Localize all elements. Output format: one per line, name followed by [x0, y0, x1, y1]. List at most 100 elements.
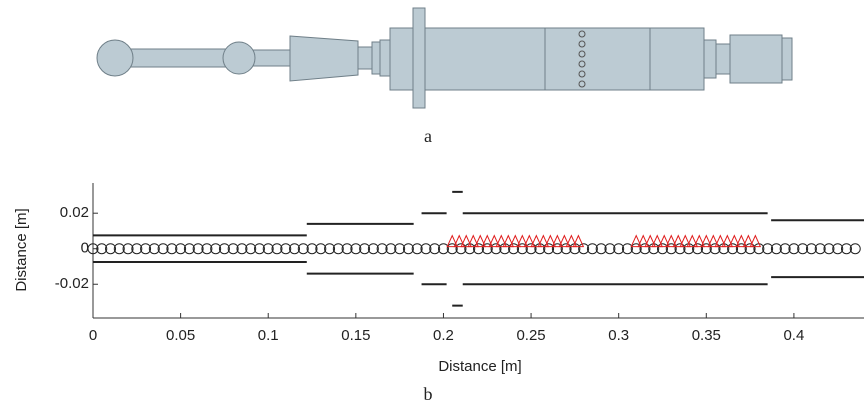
triangle-marker	[721, 234, 734, 248]
triangle-marker	[481, 234, 494, 248]
circle-marker	[490, 243, 502, 255]
circle-marker	[385, 243, 397, 255]
circle-marker	[656, 243, 668, 255]
x-tick-label: 0.25	[516, 327, 545, 344]
circle-marker	[315, 243, 327, 255]
circle-marker	[367, 243, 379, 255]
triangle-marker	[572, 234, 585, 248]
circle-marker	[805, 243, 817, 255]
circle-marker	[437, 243, 449, 255]
circle-marker	[727, 243, 739, 255]
triangle-marker	[651, 234, 664, 248]
circle-marker	[192, 243, 204, 255]
circle-marker	[324, 243, 336, 255]
circle-marker	[218, 243, 230, 255]
triangle-marker	[453, 234, 466, 248]
circle-marker	[604, 243, 616, 255]
x-tick-label: 0.3	[608, 327, 629, 344]
circle-marker	[122, 243, 134, 255]
triangle-marker	[502, 234, 515, 248]
triangle-marker	[565, 234, 578, 248]
circle-marker	[560, 243, 572, 255]
circle-marker	[376, 243, 388, 255]
circle-marker	[525, 243, 537, 255]
circle-marker	[762, 243, 774, 255]
triangle-marker	[735, 234, 748, 248]
triangle-marker	[488, 234, 501, 248]
circle-marker	[735, 243, 747, 255]
triangle-marker	[693, 234, 706, 248]
triangle-marker	[714, 234, 727, 248]
circle-marker	[289, 243, 301, 255]
triangle-marker	[679, 234, 692, 248]
triangle-marker	[728, 234, 741, 248]
triangle-marker	[537, 234, 550, 248]
y-tick-label: 0.02	[60, 204, 89, 221]
circle-marker	[692, 243, 704, 255]
circle-marker	[245, 243, 257, 255]
circle-marker	[621, 243, 633, 255]
x-tick-label: 0	[89, 327, 97, 344]
circle-marker	[709, 243, 721, 255]
circle-marker	[297, 243, 309, 255]
circle-marker	[210, 243, 222, 255]
x-tick-label: 0.15	[341, 327, 370, 344]
circle-marker	[516, 243, 528, 255]
circle-marker	[578, 243, 590, 255]
profile-line	[93, 190, 864, 237]
circle-marker	[148, 243, 160, 255]
circle-marker	[350, 243, 362, 255]
x-tick-label: 0.2	[433, 327, 454, 344]
circle-marker	[473, 243, 484, 255]
circle-marker	[113, 243, 125, 255]
circle-marker	[131, 243, 143, 255]
triangle-marker	[665, 234, 678, 248]
circle-marker	[639, 243, 651, 255]
circle-marker	[832, 243, 844, 255]
circle-marker	[402, 243, 414, 255]
triangle-marker	[509, 234, 522, 248]
circle-marker	[411, 243, 423, 255]
circle-marker	[253, 243, 265, 255]
triangle-marker	[637, 234, 649, 248]
x-tick-label: 0.05	[166, 327, 195, 344]
circle-marker	[157, 243, 169, 255]
profile-line	[93, 261, 864, 307]
caption: a	[424, 126, 432, 146]
circle-marker	[140, 243, 152, 255]
circle-marker	[508, 243, 520, 255]
x-tick-label: 0.1	[258, 327, 279, 344]
circle-marker	[280, 243, 292, 255]
caption: b	[424, 384, 433, 404]
triangle-marker	[658, 234, 671, 248]
x-tick-label: 0.4	[783, 327, 804, 344]
circle-marker	[840, 243, 852, 255]
circle-marker	[341, 243, 353, 255]
circle-marker	[166, 243, 178, 255]
triangle-marker	[474, 234, 487, 248]
circle-marker	[797, 243, 809, 255]
circle-marker	[613, 243, 625, 255]
triangle-marker	[630, 234, 642, 248]
circle-marker	[814, 243, 826, 255]
triangle-marker	[749, 234, 762, 248]
circle-marker	[394, 243, 406, 255]
triangle-marker	[446, 234, 458, 248]
circle-marker	[175, 243, 187, 255]
circle-marker	[359, 243, 371, 255]
circle-marker	[306, 243, 318, 255]
triangle-marker	[551, 234, 564, 248]
circle-marker	[849, 243, 861, 255]
circle-marker	[183, 243, 195, 255]
circle-marker	[551, 243, 563, 255]
triangle-marker	[686, 234, 699, 248]
circle-marker	[823, 243, 835, 255]
circle-marker	[770, 243, 782, 255]
triangle-marker	[700, 234, 713, 248]
triangle-marker	[672, 234, 685, 248]
circle-marker	[481, 243, 493, 255]
y-tick-label: 0	[81, 240, 89, 257]
triangle-marker	[558, 234, 571, 248]
circle-marker	[262, 243, 274, 255]
